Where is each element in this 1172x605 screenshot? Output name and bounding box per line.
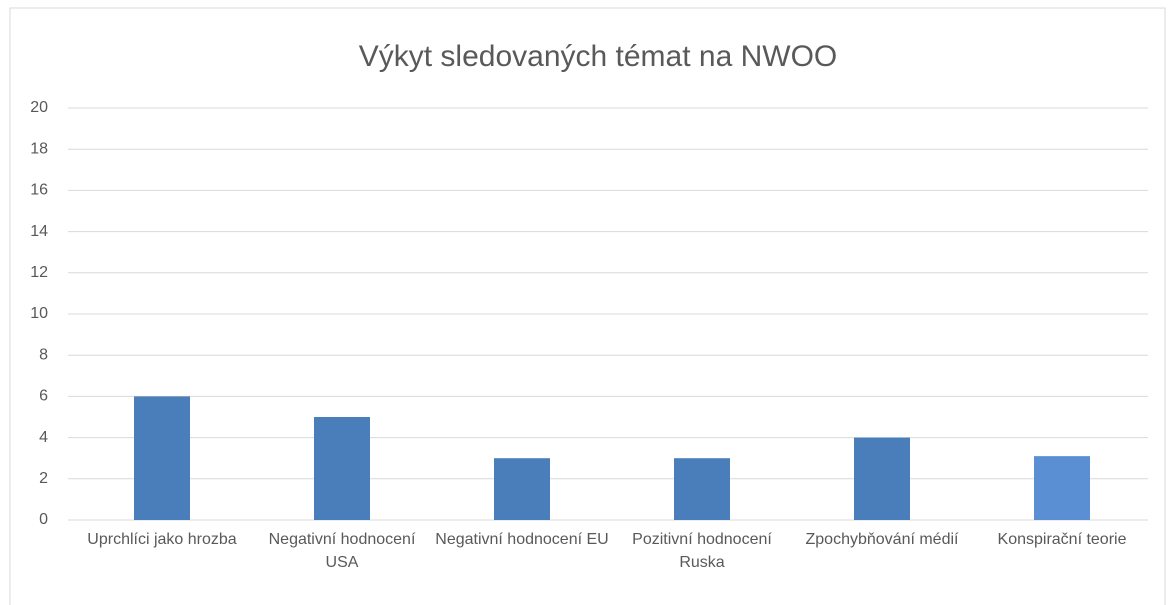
x-tick-label: Zpochybňování médií [805, 531, 959, 548]
y-tick-label: 8 [39, 346, 48, 363]
chart-title: Výkyt sledovaných témat na NWOO [359, 40, 838, 73]
y-tick-label: 20 [30, 99, 48, 116]
y-tick-label: 4 [39, 429, 48, 446]
y-tick-label: 2 [39, 470, 48, 487]
bar [674, 458, 730, 520]
bar [134, 396, 190, 520]
y-tick-label: 12 [30, 264, 48, 281]
y-tick-label: 0 [39, 511, 48, 528]
x-tick-label: Pozitivní hodnocení Ruska [632, 531, 772, 571]
x-tick-label: Konspirační teorie [997, 531, 1127, 548]
y-tick-label: 18 [30, 140, 48, 157]
x-tick-label: Negativní hodnocení EU [435, 531, 609, 548]
bar [854, 437, 910, 520]
bar [314, 417, 370, 520]
bar [1034, 456, 1090, 520]
y-tick-label: 14 [30, 223, 48, 240]
y-tick-label: 10 [30, 305, 48, 322]
y-tick-label: 16 [30, 182, 48, 199]
y-tick-label: 6 [39, 388, 48, 405]
bar [494, 458, 550, 520]
x-tick-label: Negativní hodnocení USA [268, 531, 416, 571]
x-tick-label: Uprchlíci jako hrozba [87, 531, 237, 548]
